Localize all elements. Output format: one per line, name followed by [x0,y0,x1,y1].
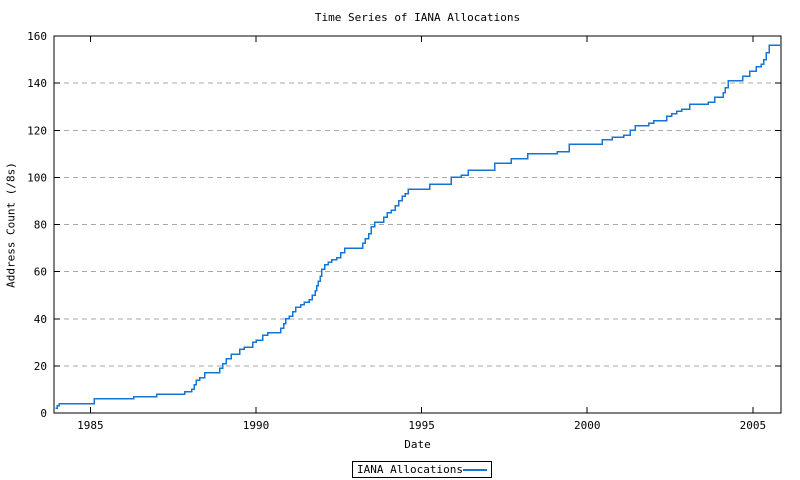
svg-text:1995: 1995 [408,419,435,432]
legend-line-sample-icon [462,468,487,471]
svg-text:1985: 1985 [77,419,104,432]
svg-text:2000: 2000 [574,419,601,432]
svg-text:0: 0 [40,407,47,420]
svg-text:1990: 1990 [243,419,270,432]
svg-text:20: 20 [34,360,47,373]
x-axis-label: Date [404,438,431,451]
chart-title: Time Series of IANA Allocations [314,11,521,24]
svg-text:160: 160 [27,30,47,43]
legend-series-label: IANA Allocations [357,463,463,476]
svg-text:60: 60 [34,266,47,279]
svg-text:100: 100 [27,171,47,184]
svg-text:120: 120 [27,124,47,137]
legend: IANA Allocations [352,461,492,478]
svg-text:80: 80 [34,219,47,232]
svg-text:2005: 2005 [740,419,767,432]
svg-text:140: 140 [27,77,47,90]
svg-text:40: 40 [34,313,47,326]
